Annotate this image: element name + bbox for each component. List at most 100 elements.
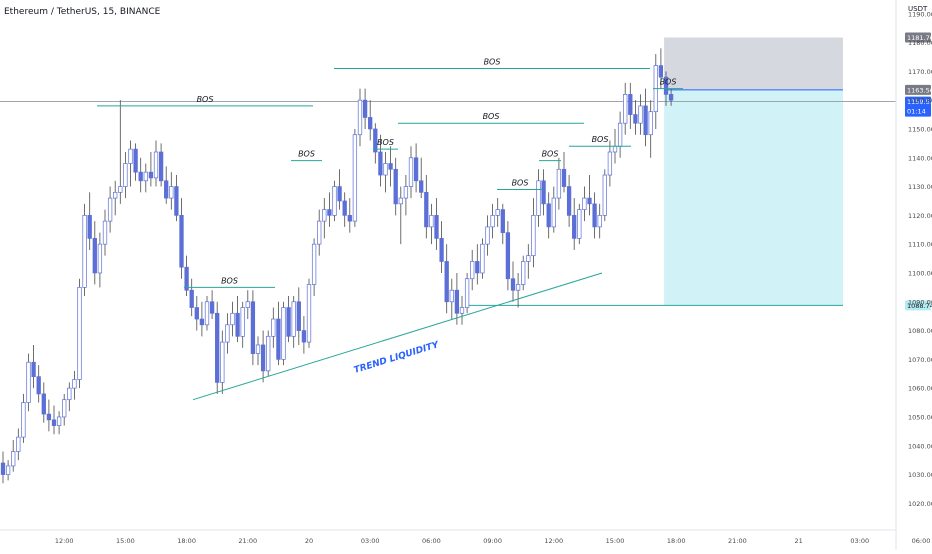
candle-body[interactable] <box>505 232 511 280</box>
candle-body[interactable] <box>388 163 393 170</box>
candle-body[interactable] <box>291 301 296 337</box>
candle-body[interactable] <box>107 197 113 222</box>
candle-body[interactable] <box>561 168 567 187</box>
candle-body[interactable] <box>255 344 261 354</box>
candle-body[interactable] <box>658 65 664 78</box>
candle-body[interactable] <box>444 261 449 303</box>
take-profit-zone[interactable] <box>664 89 843 306</box>
candle-body[interactable] <box>337 186 342 202</box>
candle-body[interactable] <box>209 301 215 314</box>
candle-body[interactable] <box>587 197 592 205</box>
candle-body[interactable] <box>51 419 57 426</box>
candle-body[interactable] <box>240 307 245 337</box>
candle-body[interactable] <box>577 209 582 239</box>
candle-body[interactable] <box>592 203 597 228</box>
candle-body[interactable] <box>16 436 21 452</box>
candle-body[interactable] <box>378 151 383 176</box>
candle-body[interactable] <box>566 186 572 216</box>
candle-body[interactable] <box>97 243 103 274</box>
candle-body[interactable] <box>148 171 154 179</box>
candle-body[interactable] <box>602 174 607 216</box>
candle-body[interactable] <box>362 99 368 118</box>
candle-body[interactable] <box>521 261 526 285</box>
candle-body[interactable] <box>434 215 439 239</box>
stop-loss-zone[interactable] <box>664 37 843 90</box>
candle-body[interactable] <box>306 284 312 343</box>
candle-body[interactable] <box>194 307 199 320</box>
candle-body[interactable] <box>158 151 164 182</box>
candle-body[interactable] <box>235 312 240 337</box>
candle-body[interactable] <box>408 157 414 187</box>
candle-body[interactable] <box>393 168 398 205</box>
candle-body[interactable] <box>403 186 409 199</box>
candle-body[interactable] <box>271 318 276 337</box>
candle-body[interactable] <box>449 289 454 303</box>
candle-body[interactable] <box>454 289 460 314</box>
candle-body[interactable] <box>5 465 11 475</box>
candle-body[interactable] <box>546 203 551 228</box>
candle-body[interactable] <box>36 376 41 395</box>
candle-body[interactable] <box>21 402 26 438</box>
candle-body[interactable] <box>515 284 521 291</box>
candle-body[interactable] <box>612 145 618 153</box>
candle-body[interactable] <box>41 393 46 415</box>
trend-liquidity-line[interactable] <box>192 272 603 401</box>
candle-body[interactable] <box>301 330 307 343</box>
candle-body[interactable] <box>92 238 97 274</box>
candle-body[interactable] <box>464 278 470 308</box>
candle-body[interactable] <box>541 180 546 205</box>
candle-body[interactable] <box>87 215 92 239</box>
candle-body[interactable] <box>164 180 169 199</box>
candle-body[interactable] <box>459 307 465 314</box>
candle-body[interactable] <box>668 94 674 101</box>
candle-body[interactable] <box>311 243 317 285</box>
candle-body[interactable] <box>322 209 327 222</box>
candle-body[interactable] <box>424 191 429 228</box>
candle-body[interactable] <box>118 186 123 193</box>
candle-body[interactable] <box>475 261 480 274</box>
candle-body[interactable] <box>607 151 613 176</box>
candle-body[interactable] <box>480 243 485 274</box>
candle-body[interactable] <box>204 301 210 326</box>
candle-body[interactable] <box>0 462 6 475</box>
candle-body[interactable] <box>582 197 587 210</box>
candle-body[interactable] <box>617 122 623 147</box>
candle-body[interactable] <box>153 151 159 179</box>
candle-body[interactable] <box>215 312 220 383</box>
candle-body[interactable] <box>347 215 352 222</box>
candle-body[interactable] <box>11 451 16 467</box>
candle-body[interactable] <box>62 399 67 418</box>
candle-body[interactable] <box>439 238 444 262</box>
candle-body[interactable] <box>189 289 194 308</box>
candle-body[interactable] <box>281 307 286 360</box>
candle-body[interactable] <box>133 148 138 173</box>
candle-body[interactable] <box>102 220 108 245</box>
candle-body[interactable] <box>470 261 475 280</box>
candle-body[interactable] <box>368 117 373 130</box>
candle-body[interactable] <box>286 307 291 337</box>
candle-body[interactable] <box>31 361 36 377</box>
candle-body[interactable] <box>332 186 337 216</box>
candle-body[interactable] <box>56 416 62 426</box>
candle-body[interactable] <box>327 209 332 216</box>
candle-body[interactable] <box>169 186 174 199</box>
candle-body[interactable] <box>597 215 602 228</box>
candle-body[interactable] <box>199 318 205 326</box>
candle-body[interactable] <box>296 301 301 331</box>
candle-body[interactable] <box>352 134 358 222</box>
candle-body[interactable] <box>510 278 516 291</box>
candle-body[interactable] <box>230 312 235 326</box>
candle-body[interactable] <box>138 171 143 182</box>
candle-body[interactable] <box>179 215 184 268</box>
candle-body[interactable] <box>245 301 250 308</box>
candle-body[interactable] <box>46 413 52 421</box>
candle-body[interactable] <box>429 215 434 228</box>
candle-body[interactable] <box>225 324 230 343</box>
candle-body[interactable] <box>113 191 118 199</box>
candle-body[interactable] <box>174 186 179 216</box>
candle-body[interactable] <box>128 148 133 164</box>
candle-body[interactable] <box>266 335 271 372</box>
candle-body[interactable] <box>628 94 633 115</box>
